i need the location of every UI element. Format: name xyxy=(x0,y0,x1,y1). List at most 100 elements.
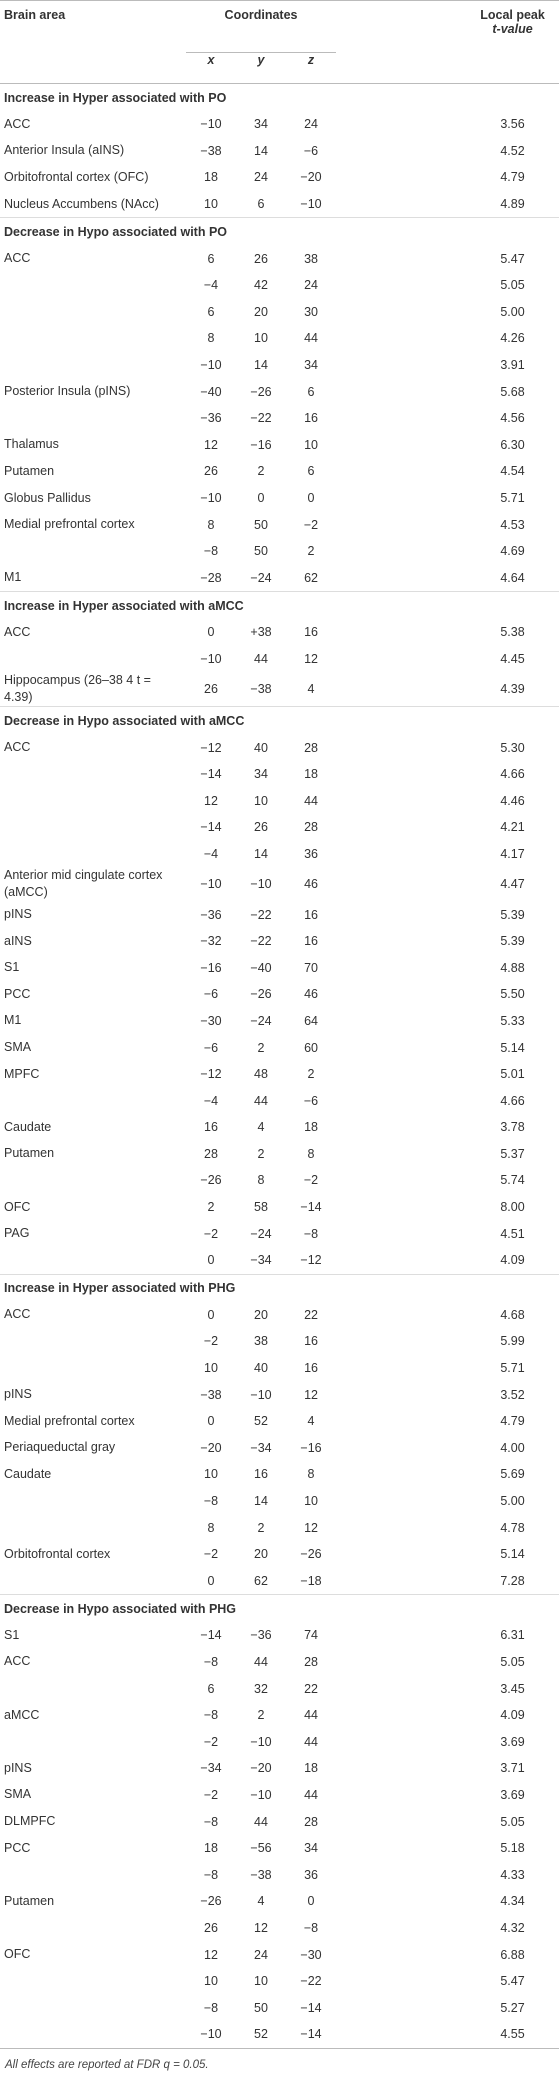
section-title: Increase in Hyper associated with aMCC xyxy=(0,591,559,620)
coordinate: −2 xyxy=(203,1734,219,1749)
data-row: 6 20 30 5.00 xyxy=(0,299,559,326)
coordinate: 28 xyxy=(204,1146,218,1161)
brain-area xyxy=(0,1328,186,1355)
coordinate: 20 xyxy=(254,1547,268,1562)
spacer xyxy=(336,1808,466,1835)
coordinate: 2 xyxy=(257,1520,265,1535)
spacer xyxy=(336,1167,466,1194)
coordinate: 2 xyxy=(207,1200,215,1215)
brain-area xyxy=(0,1968,186,1995)
coordinate: −10 xyxy=(200,2027,222,2042)
t-value: 5.14 xyxy=(500,1547,525,1562)
coordinate: 6 xyxy=(207,1681,215,1696)
data-row: −14 26 28 4.21 xyxy=(0,814,559,841)
data-row: Anterior mid cingulate cortex (aMCC) −10 −… xyxy=(0,867,559,901)
t-value: 5.00 xyxy=(500,1494,525,1509)
data-row: ACC 6 26 38 5.47 xyxy=(0,245,559,272)
brain-area: Orbitofrontal cortex xyxy=(4,1546,111,1561)
coordinate: −8 xyxy=(203,544,219,559)
coordinate: 24 xyxy=(304,278,318,293)
section-row: Increase in Hyper associated with PO xyxy=(0,84,559,112)
coordinate: −32 xyxy=(200,934,222,949)
data-row: pINS −38 −10 12 3.52 xyxy=(0,1381,559,1408)
coordinate: 38 xyxy=(254,1334,268,1349)
brain-area: Posterior Insula (pINS) xyxy=(4,384,131,399)
brain-area xyxy=(0,1861,186,1888)
coordinate: 44 xyxy=(254,1093,268,1108)
coordinate: 32 xyxy=(254,1681,268,1696)
coordinate: 16 xyxy=(304,411,318,426)
section-row: Increase in Hyper associated with aMCC xyxy=(0,591,559,620)
coordinate: 8 xyxy=(307,1467,315,1482)
coordinate: 44 xyxy=(254,1814,268,1829)
coordinate: −40 xyxy=(250,960,272,975)
spacer xyxy=(336,538,466,565)
coordinate: 0 xyxy=(207,1573,215,1588)
spacer xyxy=(336,511,466,538)
coordinate: 24 xyxy=(304,117,318,132)
section-title: Decrease in Hypo associated with PHG xyxy=(0,1594,559,1623)
brain-area: ACC xyxy=(4,1307,31,1322)
coordinate: −2 xyxy=(203,1787,219,1802)
coordinate: 62 xyxy=(254,1573,268,1588)
brain-area: Putamen xyxy=(4,1146,55,1161)
data-row: 12 10 44 4.46 xyxy=(0,787,559,814)
brain-area: Medial prefrontal cortex xyxy=(4,1413,135,1428)
data-row: Putamen 28 2 8 5.37 xyxy=(0,1141,559,1168)
brain-area xyxy=(0,1167,186,1194)
data-row: 10 40 16 5.71 xyxy=(0,1355,559,1382)
coordinate: 50 xyxy=(254,2000,268,2015)
t-value: 5.74 xyxy=(500,1173,525,1188)
brain-area: Thalamus xyxy=(4,437,59,452)
data-row: OFC 12 24 −30 6.88 xyxy=(0,1941,559,1968)
coordinate: −22 xyxy=(250,411,272,426)
spacer xyxy=(336,1355,466,1382)
coordinate: −38 xyxy=(200,1387,222,1402)
coordinate: −8 xyxy=(203,1708,219,1723)
brain-area: ACC xyxy=(4,251,31,266)
t-value: 5.33 xyxy=(500,1013,525,1028)
spacer xyxy=(336,2021,466,2048)
brain-area xyxy=(0,1728,186,1755)
data-row: Medial prefrontal cortex 8 50 −2 4.53 xyxy=(0,511,559,538)
coordinate: −6 xyxy=(203,987,219,1002)
data-row: ACC 0 20 22 4.68 xyxy=(0,1302,559,1329)
coordinate: −26 xyxy=(250,384,272,399)
spacer xyxy=(336,325,466,352)
coordinate: −36 xyxy=(200,411,222,426)
section-row: Decrease in Hypo associated with PHG xyxy=(0,1594,559,1623)
coordinate: −12 xyxy=(300,1253,322,1268)
brain-area xyxy=(0,1994,186,2021)
t-value: 4.21 xyxy=(500,820,525,835)
coordinate: 16 xyxy=(304,907,318,922)
data-row: ACC −10 34 24 3.56 xyxy=(0,111,559,138)
coordinate: 14 xyxy=(254,846,268,861)
data-row: 0 62 −18 7.28 xyxy=(0,1568,559,1595)
coordinate: −26 xyxy=(250,987,272,1002)
coordinate: −40 xyxy=(200,384,222,399)
coordinate: 24 xyxy=(254,1947,268,1962)
coordinate: −2 xyxy=(203,1334,219,1349)
data-row: ACC −12 40 28 5.30 xyxy=(0,734,559,761)
data-row: M1 −28 −24 62 4.64 xyxy=(0,565,559,592)
data-row: −10 52 −14 4.55 xyxy=(0,2021,559,2048)
spacer xyxy=(336,901,466,928)
coordinate: 2 xyxy=(257,464,265,479)
coordinate: −20 xyxy=(200,1440,222,1455)
spacer xyxy=(336,672,466,707)
coordinate: −30 xyxy=(200,1013,222,1028)
data-row: Caudate 16 4 18 3.78 xyxy=(0,1114,559,1141)
coordinate: −14 xyxy=(300,2027,322,2042)
coordinate: 74 xyxy=(304,1628,318,1643)
spacer xyxy=(336,1994,466,2021)
section-title: Increase in Hyper associated with PHG xyxy=(0,1273,559,1302)
spacer xyxy=(336,1008,466,1035)
data-row: −36 −22 16 4.56 xyxy=(0,405,559,432)
t-value: 5.27 xyxy=(500,2000,525,2015)
coordinate: 8 xyxy=(257,1173,265,1188)
coordinate: −16 xyxy=(200,960,222,975)
header-cell: z xyxy=(307,53,315,67)
data-row: pINS −34 −20 18 3.71 xyxy=(0,1755,559,1782)
spacer xyxy=(336,646,466,673)
coordinate: 46 xyxy=(304,987,318,1002)
